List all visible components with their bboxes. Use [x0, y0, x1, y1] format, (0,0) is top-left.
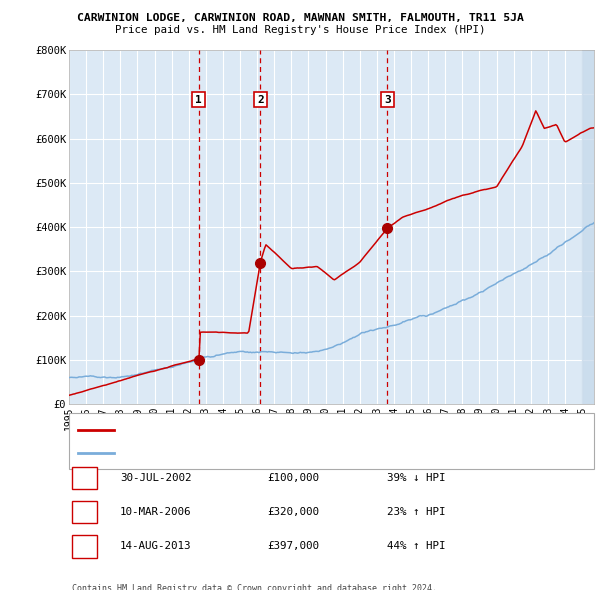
- Text: 1: 1: [195, 95, 202, 104]
- Text: £100,000: £100,000: [267, 473, 319, 483]
- Text: 10-MAR-2006: 10-MAR-2006: [120, 507, 191, 517]
- Text: 3: 3: [81, 542, 88, 551]
- Text: CARWINION LODGE, CARWINION ROAD, MAWNAN SMITH, FALMOUTH, TR11 5JA (detache: CARWINION LODGE, CARWINION ROAD, MAWNAN …: [120, 425, 518, 434]
- Text: 2: 2: [81, 507, 88, 517]
- Text: 14-AUG-2013: 14-AUG-2013: [120, 542, 191, 551]
- Text: Price paid vs. HM Land Registry's House Price Index (HPI): Price paid vs. HM Land Registry's House …: [115, 25, 485, 35]
- Text: 30-JUL-2002: 30-JUL-2002: [120, 473, 191, 483]
- Text: £320,000: £320,000: [267, 507, 319, 517]
- Text: HPI: Average price, detached house, Cornwall: HPI: Average price, detached house, Corn…: [120, 449, 356, 458]
- Bar: [582, 50, 594, 404]
- Text: 44% ↑ HPI: 44% ↑ HPI: [387, 542, 445, 551]
- Text: 3: 3: [384, 95, 391, 104]
- Text: CARWINION LODGE, CARWINION ROAD, MAWNAN SMITH, FALMOUTH, TR11 5JA: CARWINION LODGE, CARWINION ROAD, MAWNAN …: [77, 13, 523, 23]
- Text: Contains HM Land Registry data © Crown copyright and database right 2024.
This d: Contains HM Land Registry data © Crown c…: [72, 584, 437, 590]
- Text: 1: 1: [81, 473, 88, 483]
- Text: 23% ↑ HPI: 23% ↑ HPI: [387, 507, 445, 517]
- Text: 39% ↓ HPI: 39% ↓ HPI: [387, 473, 445, 483]
- Text: 2: 2: [257, 95, 264, 104]
- Text: £397,000: £397,000: [267, 542, 319, 551]
